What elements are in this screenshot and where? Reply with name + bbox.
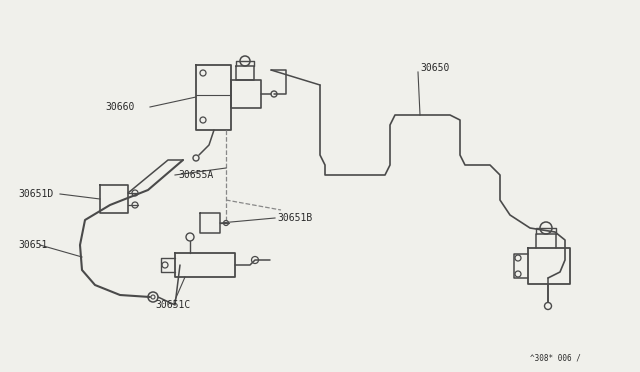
- Text: 30651C: 30651C: [155, 300, 190, 310]
- Text: 30655A: 30655A: [178, 170, 213, 180]
- Text: 30660: 30660: [105, 102, 134, 112]
- Text: 30651D: 30651D: [18, 189, 53, 199]
- Text: ^308* 006 /: ^308* 006 /: [530, 353, 581, 362]
- Text: 30651B: 30651B: [277, 213, 312, 223]
- Text: 30650: 30650: [420, 63, 449, 73]
- Text: 30651: 30651: [18, 240, 47, 250]
